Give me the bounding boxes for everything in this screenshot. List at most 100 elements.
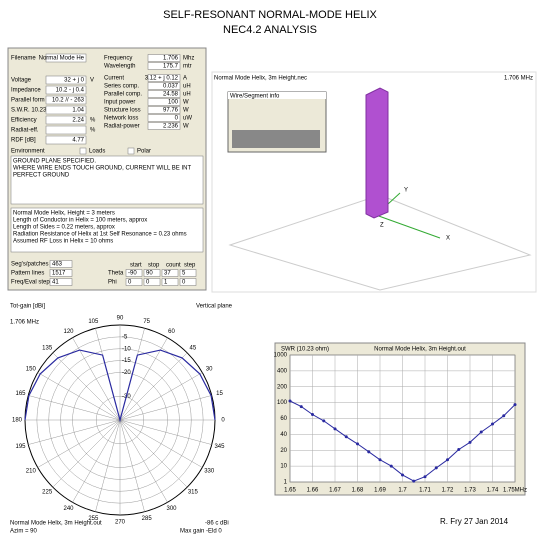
y-tick-label: 100	[277, 400, 288, 406]
polar-spoke	[119, 419, 188, 488]
axis-label: X	[446, 236, 450, 242]
field-label: Parallel comp.	[104, 92, 142, 98]
angle-label: 195	[16, 444, 27, 450]
polar-spoke	[52, 419, 121, 488]
field-box	[79, 147, 87, 155]
field-label: RDF [dB]	[11, 138, 36, 144]
point	[333, 427, 337, 431]
field-box	[10, 207, 204, 253]
field-label: Input power	[104, 100, 135, 106]
field-box	[45, 125, 87, 135]
point	[446, 458, 449, 462]
angle-label: 345	[214, 444, 225, 450]
polar-plane: Vertical plane	[196, 304, 233, 310]
x-tick-label: 1.71	[419, 488, 431, 494]
x-tick-label: 1.74	[487, 488, 499, 494]
angle-label: 165	[16, 391, 27, 397]
field-value: 2.236	[163, 124, 179, 130]
point	[401, 473, 404, 477]
polar-spoke	[119, 419, 212, 445]
angle-label: 150	[26, 367, 37, 373]
field-label: Wavelength	[104, 64, 135, 70]
field-label: Parallel form	[11, 98, 45, 104]
field-value: 0	[175, 116, 179, 122]
view-freq: 1.706 MHz	[504, 76, 533, 82]
point	[322, 419, 326, 423]
polar-spoke	[28, 395, 121, 421]
sweep-header: count	[166, 263, 181, 269]
field-box	[45, 115, 87, 125]
y-axis-label: SWR (10.23 ohm)	[281, 347, 329, 353]
angle-label: 210	[26, 469, 37, 475]
field-label: Theta	[108, 271, 124, 277]
field-label: Radiat-eff.	[11, 128, 39, 134]
point	[491, 422, 494, 426]
field-box	[147, 74, 181, 82]
comment: Length of Conductor in Helix = 100 meter…	[13, 218, 147, 224]
field-value: 97.76	[163, 108, 179, 114]
polar-spoke	[37, 419, 121, 468]
field-value: 10.2 - j 0.4	[56, 88, 85, 94]
view-file: Normal Mode Helix, 3m Height.nec	[214, 76, 307, 82]
message: GROUND PLANE SPECIFIED.	[13, 159, 96, 165]
field-box	[45, 105, 87, 115]
field-value: 3.12 + j 0.12	[145, 76, 179, 82]
angle-label: 120	[63, 329, 74, 335]
field-box	[127, 147, 135, 155]
field-value: 0	[182, 280, 186, 286]
field-value: 37	[164, 271, 171, 277]
point	[513, 403, 517, 407]
field-value: 2.24	[72, 118, 84, 124]
point	[367, 450, 371, 454]
field-label: Efficiency	[11, 118, 37, 124]
field-label: Series comp.	[104, 84, 139, 90]
field-label: Phi	[108, 280, 117, 286]
x-tick-label: 1.7	[398, 488, 407, 494]
dialog-title: Wire/Segment info	[230, 94, 280, 100]
x-tick-label: 1.65	[284, 488, 296, 494]
field-unit: uH	[183, 84, 191, 90]
field-box	[10, 155, 204, 205]
axis-label: Y	[404, 188, 408, 194]
field-label: Structure loss	[104, 108, 141, 114]
ground-plane	[228, 194, 532, 291]
point	[502, 414, 506, 418]
angle-label: 315	[188, 490, 199, 496]
checkbox-label: Loads	[89, 149, 105, 155]
angle-label: 180	[12, 418, 23, 424]
polar-spoke	[119, 352, 188, 421]
subtitle: NEC4.2 ANALYSIS	[223, 24, 317, 36]
ring-label: -10	[122, 346, 131, 352]
point	[378, 458, 382, 462]
angle-label: 30	[206, 367, 213, 373]
field-value: 24.58	[163, 92, 179, 98]
field-value: 463	[52, 262, 63, 268]
field-box	[179, 269, 197, 277]
x-tick-label: 1.67	[329, 488, 341, 494]
x-tick-label: 1.66	[307, 488, 319, 494]
field-box	[49, 269, 73, 277]
field-box	[45, 85, 87, 95]
dialog-titlebar	[228, 92, 326, 99]
field-label: Radiat-power	[104, 124, 140, 130]
field-value: 100	[168, 100, 179, 106]
field-unit: W	[183, 124, 189, 130]
field-label: Impedance	[11, 88, 41, 94]
point	[356, 442, 359, 446]
field-box	[45, 135, 87, 145]
field-unit: Mhz	[183, 56, 194, 62]
point	[423, 475, 427, 479]
sweep-header: step	[184, 263, 196, 269]
angle-label: 75	[143, 319, 150, 325]
sweep-header: stop	[148, 263, 160, 269]
angle-label: 300	[166, 506, 177, 512]
polar-azim: Azim = 90	[10, 529, 38, 535]
field-box	[45, 95, 87, 105]
field-box	[125, 278, 143, 286]
ring-label: -20	[122, 370, 131, 376]
point	[311, 413, 314, 417]
x-tick-label: 1.72	[442, 488, 454, 494]
comment: Assumed RF Loss in Helix = 10 ohms	[13, 239, 113, 245]
x-tick-label: 1.68	[352, 488, 364, 494]
field-label: S.W.R. 10.23	[11, 108, 47, 114]
